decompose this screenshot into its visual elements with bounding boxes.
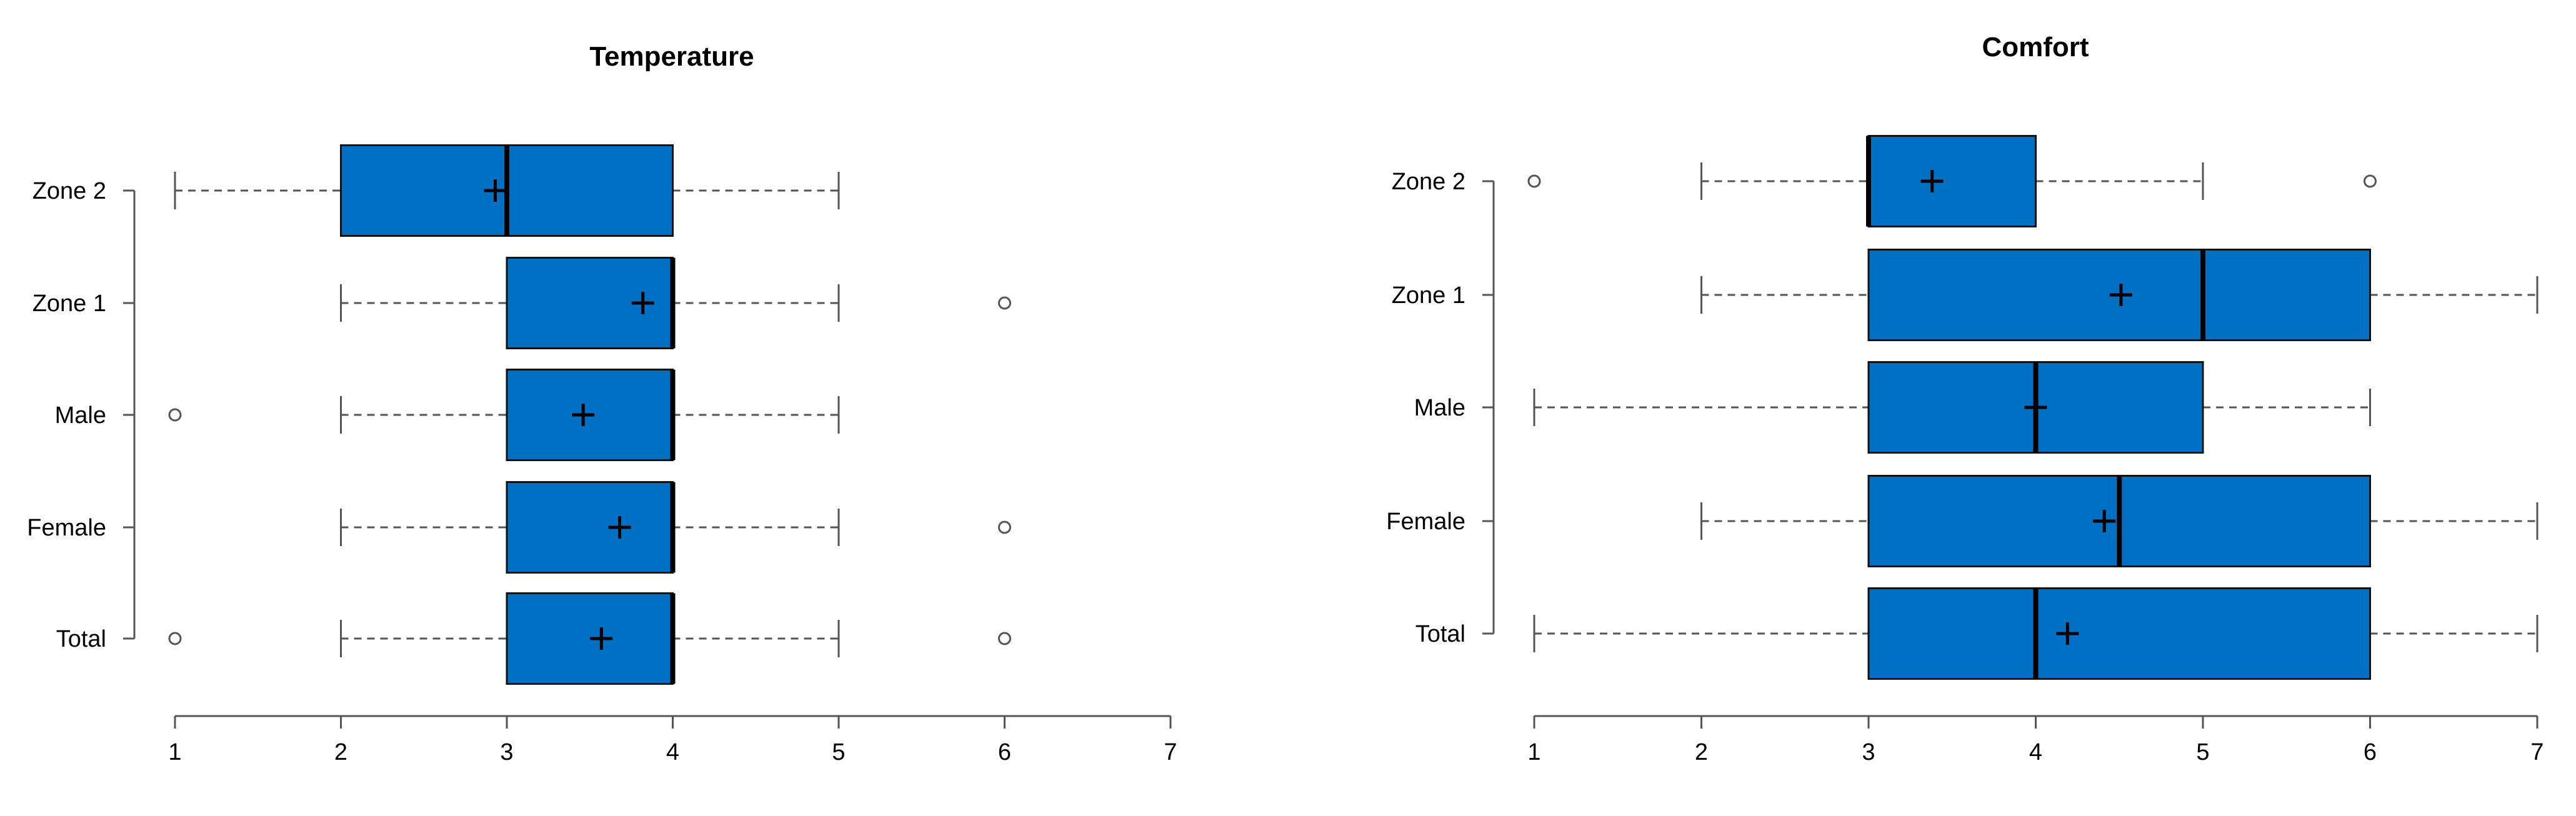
y-tick-label: Male [1414, 395, 1465, 421]
x-tick-label: 3 [1862, 739, 1875, 765]
x-tick-label: 5 [2196, 739, 2209, 765]
x-tick-label: 5 [832, 739, 845, 765]
box-group [340, 257, 1011, 349]
y-tick-label: Zone 1 [32, 291, 106, 317]
outlier-point [1527, 174, 1541, 188]
box-group [168, 369, 840, 461]
x-tick-label: 1 [168, 739, 181, 765]
box-group [1533, 361, 2371, 454]
box-iqr [1867, 135, 2037, 227]
chart-title: Temperature [589, 41, 754, 72]
y-tick-label: Total [56, 626, 106, 652]
x-tick-label: 2 [1695, 739, 1708, 765]
outlier-point [2364, 174, 2377, 188]
box-group [1527, 135, 2377, 227]
outlier-point [998, 520, 1011, 534]
y-tick-label: Zone 1 [1392, 282, 1465, 309]
x-tick-label: 7 [2530, 739, 2544, 765]
y-tick-label: Zone 2 [32, 178, 106, 204]
outlier-point [168, 632, 182, 645]
box-group [1700, 249, 2539, 341]
outlier-point [998, 296, 1011, 310]
x-tick-label: 6 [2364, 739, 2377, 765]
x-tick-label: 6 [998, 739, 1011, 765]
box-group [174, 144, 840, 237]
box-group [1533, 587, 2539, 680]
x-tick-label: 4 [2029, 739, 2042, 765]
box-iqr [1867, 587, 2371, 680]
x-tick-label: 4 [666, 739, 679, 765]
x-tick-label: 2 [334, 739, 347, 765]
box-iqr [506, 481, 674, 574]
box-iqr [506, 257, 674, 349]
y-tick-label: Female [27, 515, 106, 541]
box-iqr [506, 592, 674, 685]
box-group [168, 592, 1011, 685]
y-tick-label: Total [1415, 621, 1465, 647]
y-tick-label: Female [1386, 509, 1465, 535]
x-tick-label: 7 [1164, 739, 1177, 765]
outlier-point [168, 408, 182, 422]
box-group [340, 481, 1011, 574]
box-group [1700, 475, 2539, 567]
outlier-point [998, 632, 1011, 645]
chart-title: Comfort [1982, 32, 2089, 62]
y-tick-label: Male [55, 402, 106, 429]
temperature-boxplot: Temperature Zone 2 Zone 1 Male Female Total 1 2… [27, 41, 1177, 765]
y-tick-label: Zone 2 [1392, 169, 1465, 195]
x-tick-label: 1 [1527, 739, 1540, 765]
x-tick-label: 3 [500, 739, 513, 765]
comfort-boxplot: Comfort Zone 2 Zone 1 Male Female Total 1 2 3 4 5 6… [1386, 32, 2544, 765]
